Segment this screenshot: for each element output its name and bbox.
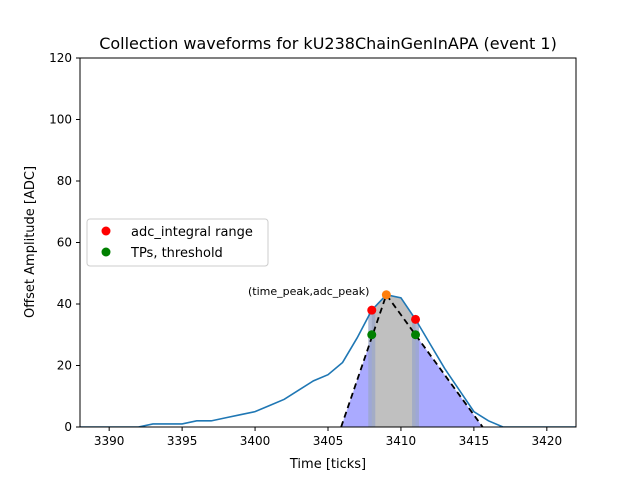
legend-marker-integral-range (101, 226, 111, 236)
x-tick-label: 3400 (240, 434, 271, 448)
legend-label-integral-range: adc_integral range (131, 225, 253, 240)
tp-band-edge-start (368, 310, 376, 427)
y-tick-label: 40 (57, 297, 72, 311)
integral-range-point (367, 305, 377, 315)
legend-marker-threshold (101, 247, 111, 257)
integral-range-point (411, 314, 421, 324)
x-axis: 3390 3395 3400 3405 3410 3415 3420 (94, 427, 562, 448)
threshold-point (411, 330, 421, 340)
x-tick-label: 3420 (532, 434, 563, 448)
x-tick-label: 3415 (459, 434, 490, 448)
y-tick-label: 80 (57, 174, 72, 188)
chart-title: Collection waveforms for kU238ChainGenIn… (99, 34, 557, 53)
threshold-point (367, 330, 377, 340)
y-axis-label: Offset Amplitude [ADC] (23, 166, 38, 318)
legend-box (86, 218, 269, 267)
x-tick-label: 3395 (167, 434, 198, 448)
plot-area (80, 290, 576, 427)
peak-point (381, 290, 391, 300)
legend: adc_integral range TPs, threshold (86, 218, 269, 267)
tp-band (371, 294, 416, 427)
x-tick-label: 3390 (94, 434, 125, 448)
x-tick-label: 3405 (313, 434, 344, 448)
y-axis: 0 20 40 60 80 100 120 (49, 51, 80, 434)
waveform-line (80, 293, 576, 427)
y-tick-label: 100 (49, 113, 72, 127)
tp-band-edge-end (412, 319, 420, 427)
y-tick-label: 60 (57, 236, 72, 250)
plot-content (80, 290, 576, 427)
x-tick-label: 3410 (386, 434, 417, 448)
y-tick-label: 0 (64, 420, 72, 434)
peak-annotation: (time_peak,adc_peak) (248, 285, 369, 298)
legend-label-threshold: TPs, threshold (130, 246, 223, 261)
y-tick-label: 120 (49, 51, 72, 65)
y-tick-label: 20 (57, 359, 72, 373)
x-axis-label: Time [ticks] (289, 457, 366, 472)
